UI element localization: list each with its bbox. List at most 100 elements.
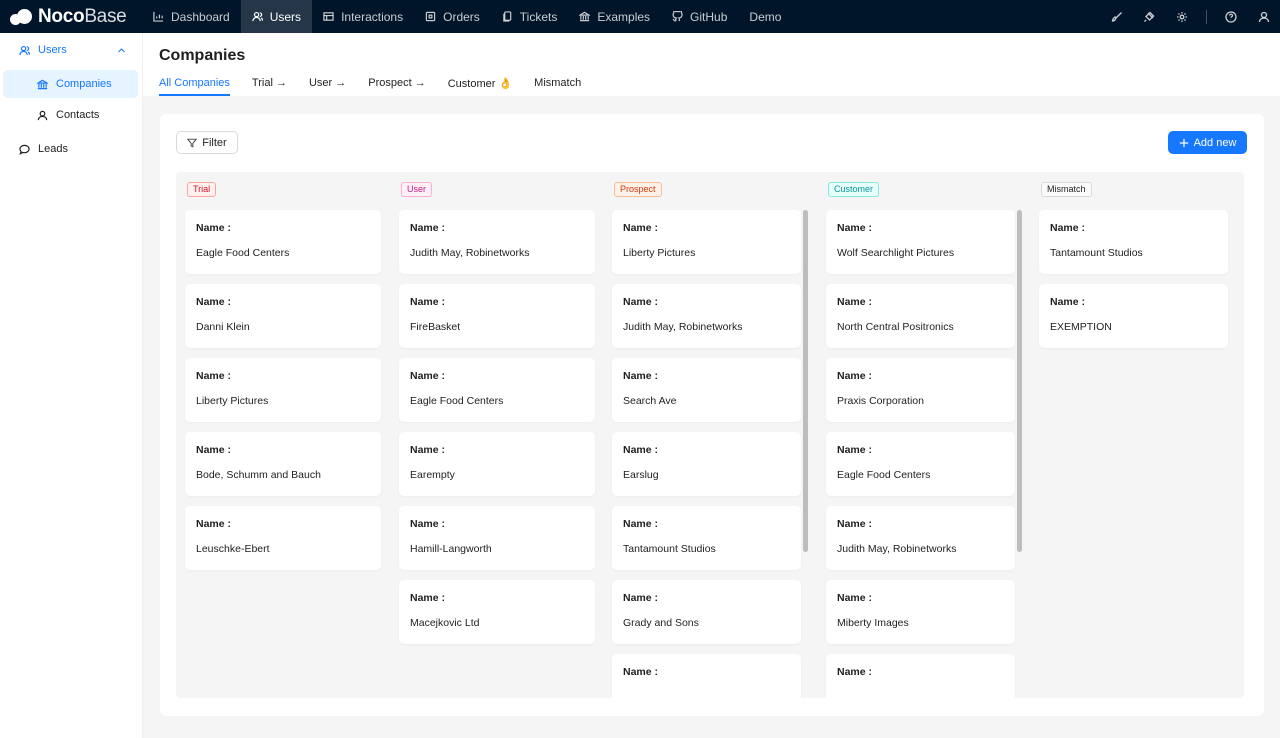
- kanban-card[interactable]: Name : Judith May, Robinetworks: [612, 284, 801, 348]
- kanban-card[interactable]: Name : Eagle Food Centers: [826, 432, 1015, 496]
- kanban-card[interactable]: Name : Tantamount Studios: [1039, 210, 1228, 274]
- add-new-button[interactable]: Add new: [1168, 131, 1247, 154]
- sidebar-item-leads[interactable]: Leads: [3, 135, 138, 163]
- kanban-card[interactable]: Name : Judith May, Robinetworks: [399, 210, 595, 274]
- kanban-card[interactable]: Name : Grady and Sons: [612, 580, 801, 644]
- user-menu-button[interactable]: [1248, 0, 1280, 33]
- kanban-card[interactable]: Name : Eagle Food Centers: [185, 210, 381, 274]
- sidebar-item-contacts[interactable]: Contacts: [3, 101, 138, 129]
- kanban-card[interactable]: Name : Miberty Images: [826, 580, 1015, 644]
- kanban-card[interactable]: Name :: [612, 654, 801, 698]
- main-nav: Dashboard Users Interactions Orders Tick…: [142, 0, 792, 33]
- kanban-card[interactable]: Name : Hamill-Langworth: [399, 506, 595, 570]
- field-value-name: Liberty Pictures: [196, 395, 269, 407]
- column-scrollbar[interactable]: [1017, 210, 1022, 552]
- field-value-name: EXEMPTION: [1050, 321, 1112, 333]
- field-label-name: Name :: [410, 296, 446, 308]
- kanban-card[interactable]: Name : Liberty Pictures: [185, 358, 381, 422]
- kanban-column-mismatch: Mismatch Name : Tantamount Studios Name : EX…: [1030, 172, 1235, 698]
- kanban-column-prospect: Prospect Name : Liberty Pictures Name : Judi…: [603, 172, 808, 698]
- bank-icon: [579, 11, 591, 22]
- field-label-name: Name :: [837, 370, 873, 382]
- kanban-card[interactable]: Name : Liberty Pictures: [612, 210, 801, 274]
- kanban-card[interactable]: Name : Bode, Schumm and Bauch: [185, 432, 381, 496]
- kanban-card[interactable]: Name : EXEMPTION: [1039, 284, 1228, 348]
- field-label-name: Name :: [1050, 296, 1086, 308]
- nav-interactions[interactable]: Interactions: [312, 0, 414, 33]
- tab-prospect[interactable]: Prospect →: [368, 77, 426, 89]
- users-icon: [19, 45, 30, 55]
- nav-tickets[interactable]: Tickets: [491, 0, 569, 33]
- plugin-button[interactable]: [1133, 0, 1166, 33]
- field-value-name: Eagle Food Centers: [196, 247, 290, 259]
- nav-examples[interactable]: Examples: [568, 0, 661, 33]
- nav-users[interactable]: Users: [240, 0, 313, 33]
- sidebar-item-label: Contacts: [56, 109, 100, 121]
- field-label-name: Name :: [410, 370, 446, 382]
- field-label-name: Name :: [410, 444, 446, 456]
- brand-name-light: Base: [84, 5, 127, 27]
- nav-dashboard[interactable]: Dashboard: [142, 0, 241, 33]
- help-button[interactable]: [1215, 0, 1248, 33]
- field-label-name: Name :: [196, 518, 232, 530]
- tab-mismatch[interactable]: Mismatch: [534, 77, 582, 89]
- kanban-card[interactable]: Name : Search Ave: [612, 358, 801, 422]
- field-label-name: Name :: [623, 444, 659, 456]
- kanban-card[interactable]: Name : Eagle Food Centers: [399, 358, 595, 422]
- field-value-name: Judith May, Robinetworks: [410, 247, 530, 259]
- sidebar-item-label: Companies: [56, 78, 112, 90]
- sidebar-item-label: Leads: [38, 143, 68, 155]
- kanban-card[interactable]: Name : Danni Klein: [185, 284, 381, 348]
- kanban-card[interactable]: Name : Praxis Corporation: [826, 358, 1015, 422]
- kanban-card[interactable]: Name : Wolf Searchlight Pictures: [826, 210, 1015, 274]
- filter-button[interactable]: Filter: [176, 131, 238, 154]
- field-label-name: Name :: [623, 592, 659, 604]
- field-label-name: Name :: [196, 296, 232, 308]
- users-icon: [252, 11, 263, 22]
- field-value-name: Judith May, Robinetworks: [837, 543, 957, 555]
- column-scrollbar[interactable]: [803, 210, 808, 552]
- sidebar-group-users[interactable]: Users: [3, 36, 138, 64]
- theme-brush-button[interactable]: [1101, 0, 1134, 33]
- top-right-actions: [1101, 0, 1280, 33]
- field-value-name: Judith May, Robinetworks: [623, 321, 743, 333]
- table-icon: [323, 12, 334, 21]
- field-label-name: Name :: [196, 222, 232, 234]
- settings-button[interactable]: [1166, 0, 1199, 33]
- kanban-card[interactable]: Name : Judith May, Robinetworks: [826, 506, 1015, 570]
- logo-mark-icon: [10, 8, 32, 25]
- tab-trial[interactable]: Trial →: [251, 77, 287, 89]
- tab-all-companies[interactable]: All Companies: [159, 77, 230, 96]
- kanban-card[interactable]: Name :: [826, 654, 1015, 698]
- toolbar-divider: [1206, 9, 1207, 24]
- nocobase-logo[interactable]: NocoBase: [0, 0, 142, 33]
- sidebar: Users Companies Contacts Leads: [0, 33, 143, 738]
- top-navigation-bar: NocoBase Dashboard Users Interactions Or…: [0, 0, 1280, 33]
- view-tabs: All Companies Trial → User → Prospect → …: [159, 77, 581, 96]
- nav-demo[interactable]: Demo: [749, 9, 782, 24]
- tab-customer[interactable]: Customer 👌: [447, 78, 513, 90]
- field-value-name: Liberty Pictures: [623, 247, 696, 259]
- field-value-name: Tantamount Studios: [623, 543, 716, 555]
- kanban-card[interactable]: Name : Tantamount Studios: [612, 506, 801, 570]
- sidebar-item-companies[interactable]: Companies: [3, 70, 138, 98]
- nav-github[interactable]: GitHub: [661, 0, 738, 33]
- sidebar-group-label: Users: [38, 44, 67, 56]
- box-icon: [425, 11, 436, 22]
- user-icon: [37, 110, 48, 120]
- kanban-card[interactable]: Name : FireBasket: [399, 284, 595, 348]
- kanban-card[interactable]: Name : Macejkovic Ltd: [399, 580, 595, 644]
- field-value-name: Praxis Corporation: [837, 395, 924, 407]
- field-value-name: Miberty Images: [837, 617, 909, 629]
- field-label-name: Name :: [410, 518, 446, 530]
- field-value-name: Hamill-Langworth: [410, 543, 492, 555]
- bank-icon: [37, 79, 48, 89]
- kanban-card[interactable]: Name : Earslug: [612, 432, 801, 496]
- field-value-name: Macejkovic Ltd: [410, 617, 480, 629]
- chat-icon: [19, 144, 30, 155]
- tab-user[interactable]: User →: [308, 77, 347, 89]
- kanban-card[interactable]: Name : North Central Positronics: [826, 284, 1015, 348]
- nav-orders[interactable]: Orders: [414, 0, 491, 33]
- kanban-card[interactable]: Name : Leuschke-Ebert: [185, 506, 381, 570]
- kanban-card[interactable]: Name : Earempty: [399, 432, 595, 496]
